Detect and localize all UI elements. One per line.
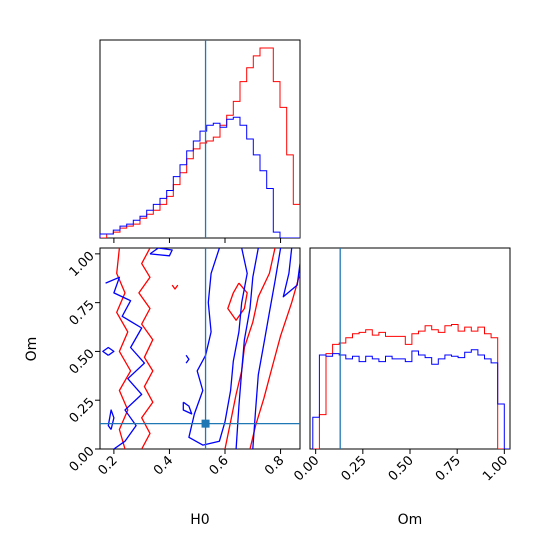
hist-om-x-tick-label-0: 0.00 xyxy=(291,453,322,484)
hist-om-marks xyxy=(312,248,510,449)
contour-red-0 xyxy=(138,248,154,449)
contour-y-tick-label-4: 1.00 xyxy=(67,249,98,280)
contour-blue-7 xyxy=(107,409,115,430)
contour-truth-marker xyxy=(201,419,210,428)
contour-frame xyxy=(99,247,301,450)
hist-h0-series-blue xyxy=(100,116,300,238)
contour-blue-9 xyxy=(185,354,190,364)
hist-om-panel: 0.00 0.25 0.50 0.75 1.00 xyxy=(291,247,511,484)
contour-x-tick-label-1: 0.4 xyxy=(151,453,176,478)
contour-x-tick-label-0: 0.2 xyxy=(95,453,120,478)
hist-h0-marks xyxy=(100,40,300,238)
hist-om-x-tick-label-2: 0.50 xyxy=(386,453,417,484)
contour-y-tick-label-1: 0.25 xyxy=(67,395,98,426)
hist-h0-panel xyxy=(99,39,301,243)
contour-red-3 xyxy=(249,273,300,449)
x-axis-label-om: Om xyxy=(398,512,423,528)
contour-blue-0 xyxy=(149,248,173,257)
contour-y-tick-label-3: 0.75 xyxy=(67,298,98,329)
contour-red-1 xyxy=(116,248,132,449)
hist-om-x-tick-label-3: 0.75 xyxy=(433,453,464,484)
hist-om-x-tick-label-4: 1.00 xyxy=(480,453,511,484)
x-axis-label-h0: H0 xyxy=(190,512,209,528)
contour-red-4 xyxy=(227,282,248,321)
hist-om-x-tick-label-1: 0.25 xyxy=(339,453,370,484)
contour-red-5 xyxy=(171,284,179,290)
contour-panel: 0.2 0.4 0.6 0.8 0.00 0.25 0.50 0.75 1.00 xyxy=(67,247,301,478)
contour-blue-2 xyxy=(188,248,248,446)
y-axis-label-om: Om xyxy=(24,337,40,362)
contour-blue-5 xyxy=(282,248,300,298)
hist-h0-series-red xyxy=(100,47,300,238)
hist-om-series-blue xyxy=(312,349,510,449)
hist-om-series-red xyxy=(312,324,510,449)
contour-blue-3 xyxy=(235,248,259,449)
contour-blue-4 xyxy=(252,248,282,449)
contour-blue-6 xyxy=(102,346,115,356)
contour-x-tick-label-2: 0.6 xyxy=(207,453,232,478)
contour-marks xyxy=(100,248,300,449)
contour-y-tick-label-2: 0.50 xyxy=(67,346,98,377)
contour-blue-8 xyxy=(182,401,193,415)
contour-x-tick-label-3: 0.8 xyxy=(262,453,287,478)
contour-red-2 xyxy=(224,248,276,449)
contour-y-tick-label-0: 0.00 xyxy=(67,444,98,475)
hist-h0-frame xyxy=(99,39,301,239)
